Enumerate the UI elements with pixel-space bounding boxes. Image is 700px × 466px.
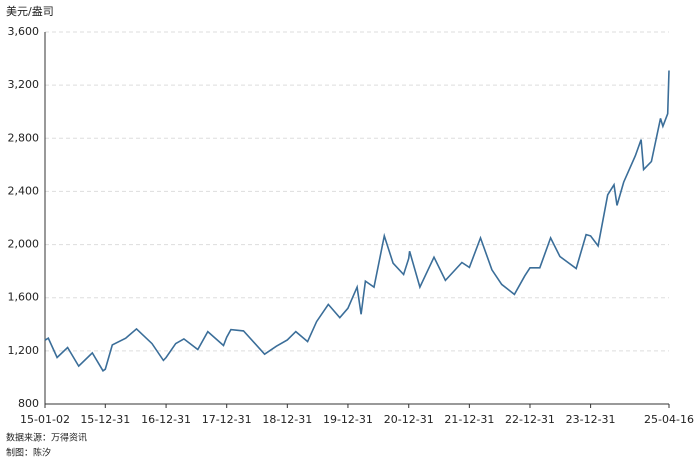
x-tick-label: 17-12-31 [202, 413, 252, 426]
x-tick-label: 23-12-31 [566, 413, 616, 426]
x-tick-label: 19-12-31 [323, 413, 373, 426]
y-tick-label: 2,800 [8, 131, 40, 144]
x-tick-label: 22-12-31 [505, 413, 555, 426]
x-tick-label: 15-12-31 [80, 413, 130, 426]
author-note: 制图：陈汐 [6, 447, 51, 459]
y-tick-label: 3,600 [8, 25, 40, 38]
y-tick-label: 1,600 [8, 291, 40, 304]
y-tick-label: 1,200 [8, 344, 40, 357]
y-tick-label: 800 [18, 397, 39, 410]
y-tick-label: 3,200 [8, 78, 40, 91]
x-tick-label: 20-12-31 [384, 413, 434, 426]
y-tick-label: 2,400 [8, 184, 40, 197]
price-line [44, 70, 670, 372]
y-axis-label: 美元/盎司 [6, 4, 54, 18]
x-tick-label: 18-12-31 [262, 413, 312, 426]
y-tick-label: 2,000 [8, 238, 40, 251]
x-tick-label: 16-12-31 [141, 413, 191, 426]
source-note: 数据来源：万得资讯 [6, 432, 87, 444]
x-tick-label: 21-12-31 [444, 413, 494, 426]
x-tick-label: 15-01-02 [20, 413, 70, 426]
x-tick-label: 25-04-16 [644, 413, 694, 426]
